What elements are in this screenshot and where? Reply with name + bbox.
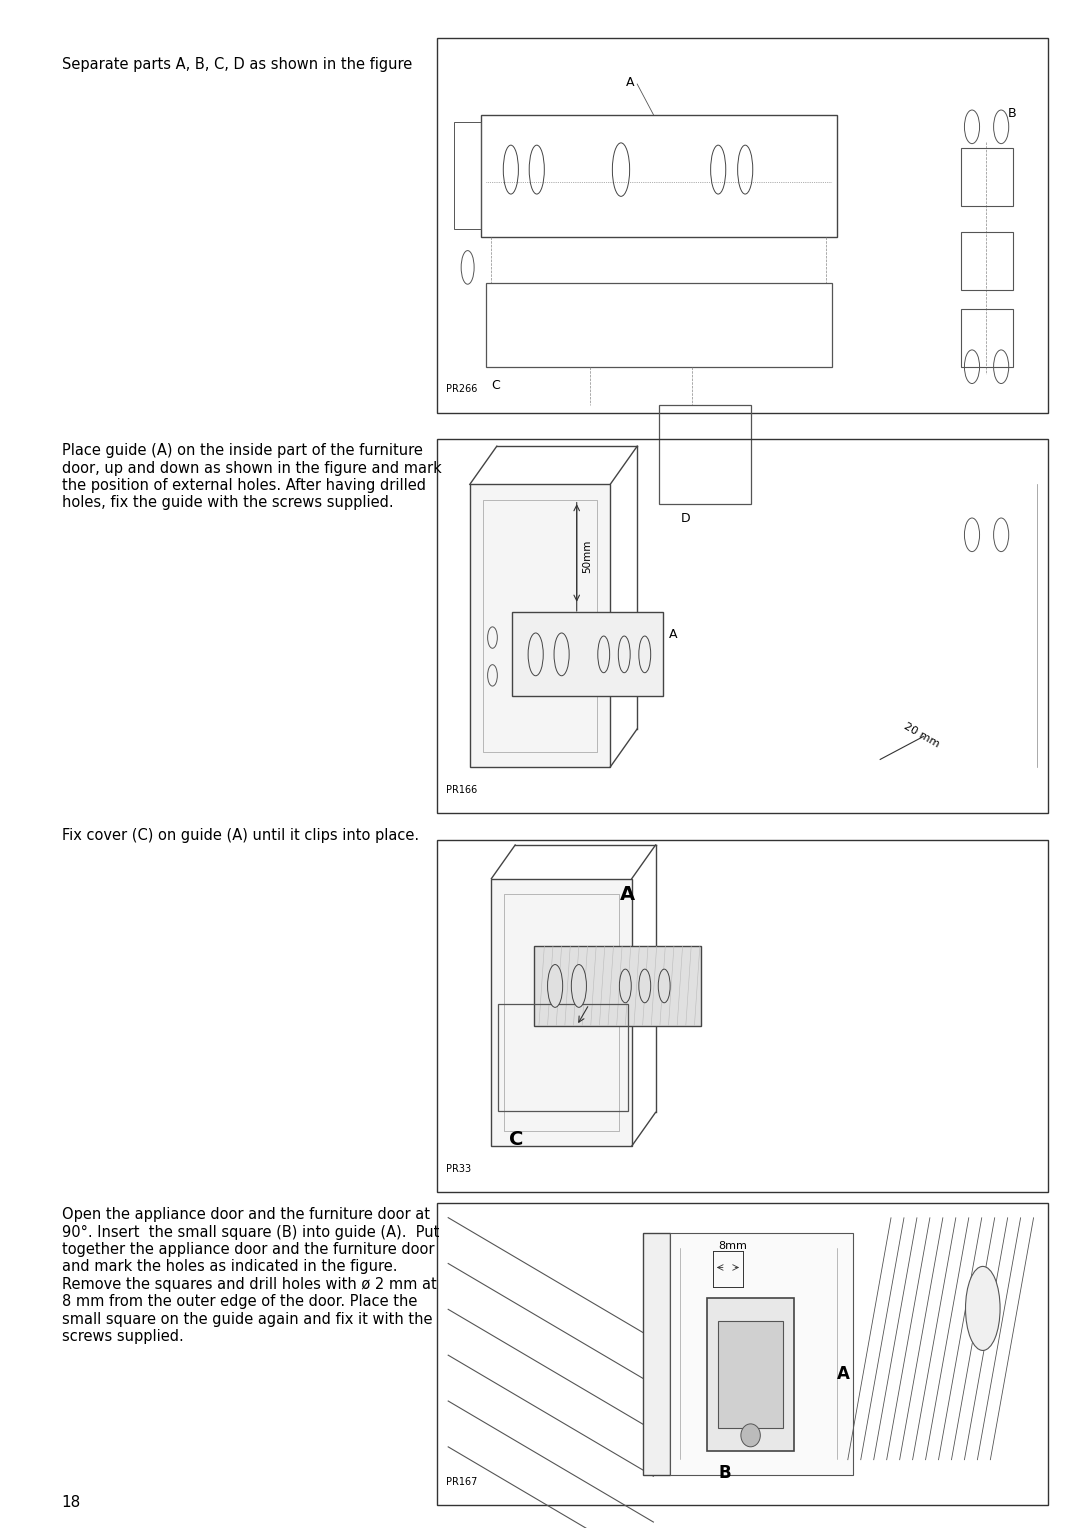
Ellipse shape: [548, 964, 563, 1007]
Bar: [659, 405, 751, 504]
Text: C: C: [491, 379, 500, 393]
Text: Fix cover (C) on guide (A) until it clips into place.: Fix cover (C) on guide (A) until it clip…: [62, 828, 419, 843]
Bar: [437, 840, 1048, 1192]
Text: B: B: [718, 1464, 731, 1482]
Text: 50mm: 50mm: [582, 539, 592, 573]
Bar: [486, 283, 832, 367]
Text: PR166: PR166: [446, 784, 477, 795]
Text: Separate parts A, B, C, D as shown in the figure: Separate parts A, B, C, D as shown in th…: [62, 57, 411, 72]
Ellipse shape: [659, 969, 671, 1002]
Bar: [961, 232, 1013, 290]
Bar: [718, 1320, 783, 1427]
Text: PR167: PR167: [446, 1476, 477, 1487]
Text: A: A: [620, 885, 635, 905]
Text: D: D: [680, 512, 690, 526]
Bar: [437, 1203, 1048, 1505]
Ellipse shape: [966, 1267, 1000, 1351]
Text: 20 mm: 20 mm: [902, 721, 941, 750]
Bar: [670, 1233, 853, 1475]
Bar: [707, 1297, 794, 1450]
Bar: [961, 309, 1013, 367]
Text: Open the appliance door and the furniture door at
90°. Insert  the small square : Open the appliance door and the furnitur…: [62, 1207, 438, 1345]
Bar: [454, 122, 481, 229]
Text: A: A: [626, 76, 635, 90]
Ellipse shape: [741, 1424, 760, 1447]
Text: 8mm: 8mm: [718, 1241, 747, 1251]
Ellipse shape: [571, 964, 586, 1007]
Bar: [481, 115, 837, 237]
Bar: [499, 1004, 629, 1111]
Bar: [643, 1233, 670, 1475]
Bar: [491, 879, 632, 1146]
Text: A: A: [837, 1365, 850, 1383]
Text: PR266: PR266: [446, 384, 477, 394]
Ellipse shape: [619, 969, 631, 1002]
Ellipse shape: [638, 969, 650, 1002]
Bar: [437, 439, 1048, 813]
Bar: [534, 946, 701, 1025]
Text: PR33: PR33: [446, 1163, 471, 1174]
Text: 18: 18: [62, 1494, 81, 1510]
Bar: [504, 894, 619, 1131]
Bar: [512, 613, 663, 697]
Text: B: B: [1008, 107, 1016, 121]
Bar: [483, 500, 597, 752]
Text: C: C: [510, 1129, 524, 1149]
Bar: [470, 484, 610, 767]
Text: Place guide (A) on the inside part of the furniture
door, up and down as shown i: Place guide (A) on the inside part of th…: [62, 443, 442, 510]
Bar: [437, 38, 1048, 413]
Text: A: A: [669, 628, 677, 640]
Bar: [961, 148, 1013, 206]
